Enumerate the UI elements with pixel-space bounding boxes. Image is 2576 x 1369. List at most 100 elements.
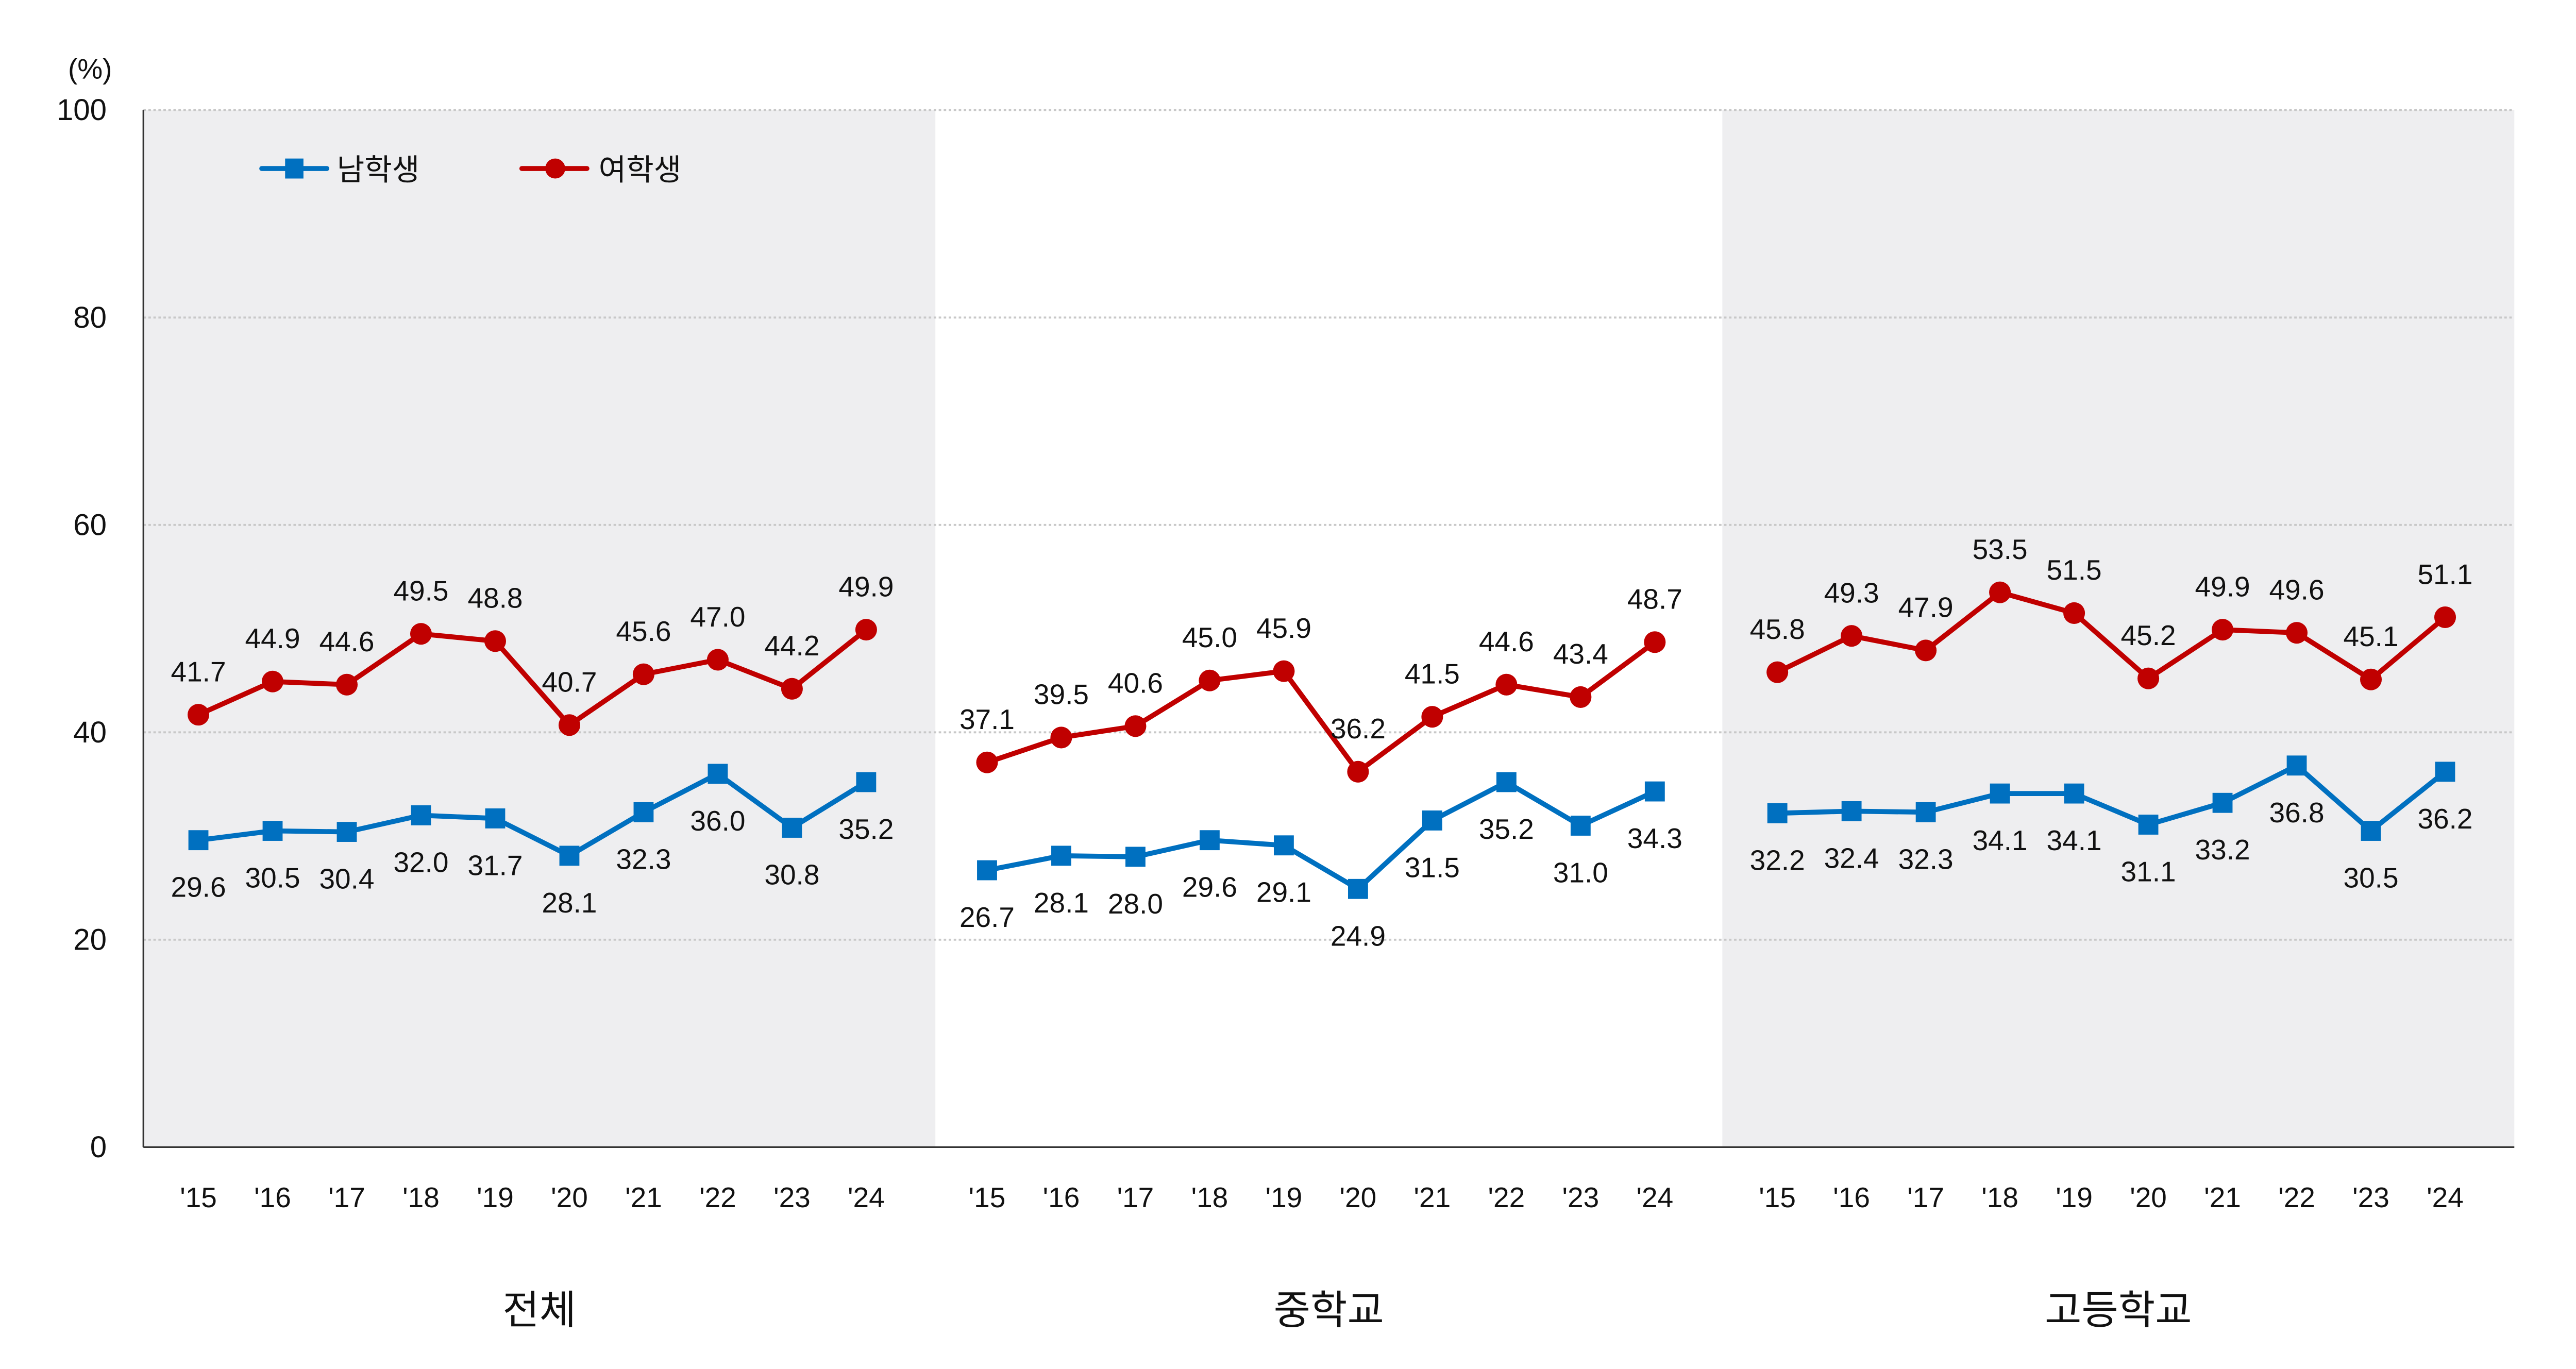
female-point <box>2137 667 2160 689</box>
female-data-label: 43.4 <box>1553 638 1608 670</box>
male-point <box>2286 755 2307 776</box>
female-point <box>976 751 998 773</box>
female-point <box>2360 668 2382 690</box>
x-tick-label: '21 <box>625 1181 662 1213</box>
male-point <box>1644 781 1665 802</box>
female-data-label: 44.6 <box>319 626 374 657</box>
x-tick-label: '22 <box>699 1181 736 1213</box>
female-point <box>1766 661 1789 683</box>
female-data-label: 44.9 <box>245 622 300 654</box>
male-data-label: 29.1 <box>1256 876 1311 908</box>
y-tick-label: 0 <box>90 1130 107 1164</box>
male-point <box>1422 810 1442 831</box>
female-point <box>632 663 654 685</box>
male-series-line <box>1777 763 2447 834</box>
male-data-label: 29.6 <box>171 871 226 903</box>
male-data-label: 32.4 <box>1824 842 1879 874</box>
male-point <box>2435 762 2455 782</box>
male-series-line <box>986 780 1656 892</box>
x-tick-label: '21 <box>2204 1181 2241 1213</box>
male-series-line <box>198 771 868 858</box>
female-series-line <box>1776 589 2447 682</box>
x-tick-label: '16 <box>254 1181 291 1213</box>
female-data-label: 49.5 <box>393 574 448 606</box>
female-point <box>1199 669 1221 691</box>
female-series-line <box>986 640 1657 774</box>
female-point <box>1273 660 1295 682</box>
x-tick-label: '23 <box>1562 1181 1600 1213</box>
x-tick-label: '24 <box>2427 1181 2464 1213</box>
male-data-label: 34.1 <box>1973 824 2028 856</box>
x-tick-label: '16 <box>1043 1181 1080 1213</box>
female-data-label: 45.0 <box>1182 621 1237 653</box>
male-point <box>782 818 802 838</box>
male-data-label: 29.6 <box>1182 871 1237 903</box>
male-data-label: 28.1 <box>542 887 597 919</box>
x-tick-label: '15 <box>969 1181 1006 1213</box>
female-data-label: 51.1 <box>2417 558 2472 590</box>
x-tick-label: '20 <box>551 1181 588 1213</box>
y-tick-label: 80 <box>73 301 107 334</box>
female-data-label: 47.0 <box>690 601 745 633</box>
female-point <box>1570 686 1592 708</box>
female-point <box>188 704 210 726</box>
x-tick-label: '15 <box>1759 1181 1796 1213</box>
male-data-label: 35.2 <box>1479 813 1534 845</box>
female-point <box>2434 606 2456 629</box>
x-tick-label: '17 <box>1117 1181 1154 1213</box>
y-tick-label: 60 <box>73 508 107 542</box>
female-data-label: 39.5 <box>1034 679 1089 711</box>
female-data-label: 40.7 <box>542 666 597 698</box>
male-point <box>188 830 209 851</box>
legend-male-label: 남학생 <box>337 154 420 187</box>
x-tick-label: '22 <box>2278 1181 2315 1213</box>
x-tick-label: '23 <box>2352 1181 2389 1213</box>
male-data-label: 30.4 <box>319 863 374 895</box>
male-data-label: 35.2 <box>838 813 894 845</box>
legend-female-label: 여학생 <box>599 154 682 187</box>
female-data-label: 44.6 <box>1479 626 1534 657</box>
y-tick-label: 40 <box>73 716 107 749</box>
panel-title: 전체 <box>502 1288 576 1332</box>
female-point <box>781 678 803 700</box>
male-data-label: 31.5 <box>1405 851 1460 883</box>
male-point <box>1125 847 1146 867</box>
female-data-label: 45.9 <box>1256 612 1311 644</box>
panel-title: 중학교 <box>1274 1288 1384 1332</box>
female-data-label: 47.9 <box>1898 591 1954 623</box>
male-data-label: 31.7 <box>467 849 523 881</box>
female-data-label: 41.7 <box>171 655 226 687</box>
panel-title: 고등학교 <box>2045 1288 2192 1332</box>
female-data-label: 40.6 <box>1108 667 1163 699</box>
male-data-label: 33.2 <box>2195 834 2250 866</box>
male-point <box>1570 816 1591 836</box>
x-tick-label: '18 <box>1191 1181 1228 1213</box>
female-point <box>410 623 432 645</box>
male-data-label: 30.5 <box>2343 862 2398 894</box>
x-tick-label: '24 <box>1636 1181 1673 1213</box>
female-data-label: 45.2 <box>2121 619 2176 651</box>
y-tick-label: 20 <box>73 923 107 956</box>
male-point <box>1200 830 1220 851</box>
female-point <box>2286 622 2308 644</box>
male-point <box>262 821 283 841</box>
female-point <box>855 619 877 641</box>
female-data-label: 36.2 <box>1331 713 1386 745</box>
male-point <box>336 822 357 842</box>
x-tick-label: '19 <box>1266 1181 1303 1213</box>
female-data-label: 37.1 <box>959 703 1015 735</box>
female-point <box>1989 581 2011 603</box>
male-data-label: 28.0 <box>1108 888 1163 920</box>
y-tick-label: 100 <box>57 93 107 127</box>
male-point <box>1990 783 2010 804</box>
male-point <box>1841 801 1862 821</box>
male-data-label: 32.3 <box>1898 843 1954 875</box>
male-point <box>1915 802 1936 822</box>
male-point <box>1348 878 1368 899</box>
x-tick-label: '16 <box>1833 1181 1870 1213</box>
female-point <box>335 673 358 696</box>
male-data-label: 36.0 <box>690 805 745 837</box>
female-data-label: 49.6 <box>2269 573 2325 605</box>
male-point <box>2212 792 2233 813</box>
male-point <box>1496 772 1517 792</box>
